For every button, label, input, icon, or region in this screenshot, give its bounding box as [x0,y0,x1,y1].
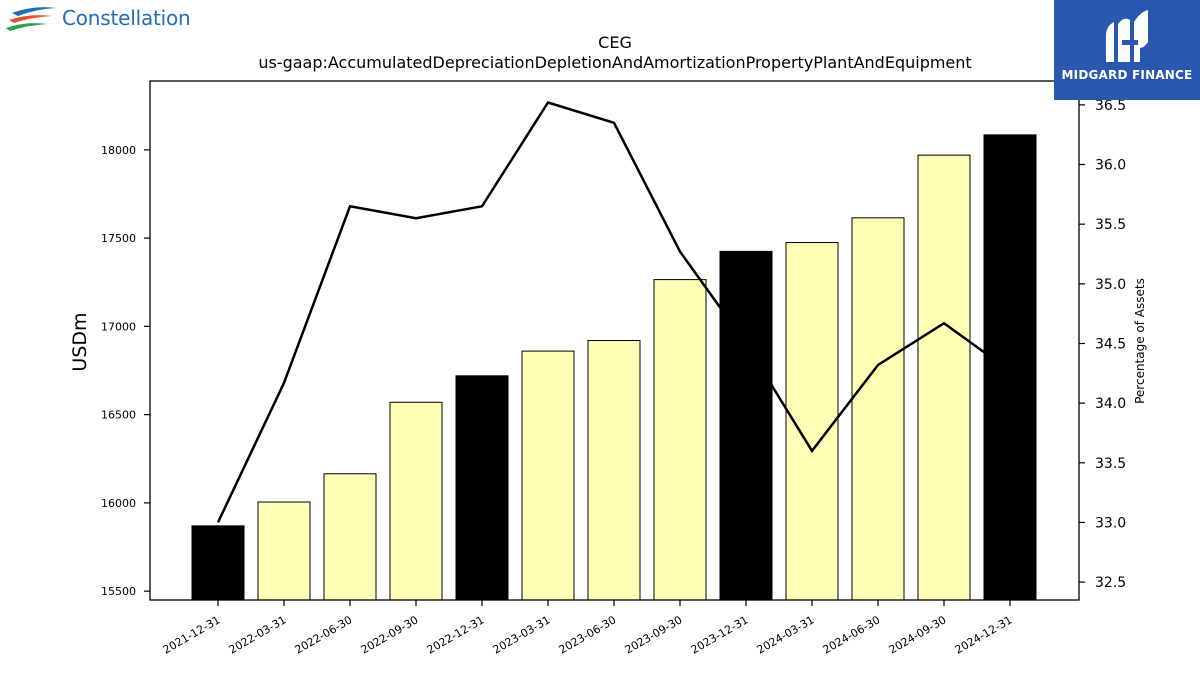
bar [389,401,443,601]
x-tick-label: 2022-09-30 [359,613,421,656]
left-axis-ticks: 15500 16000 16500 17000 17500 18000 [101,144,150,598]
bar [587,340,641,601]
bar [191,525,245,601]
x-tick-label: 2022-06-30 [293,613,355,656]
y-tick-label: 16000 [101,497,136,510]
x-tick-label: 2024-12-31 [953,613,1015,656]
bar [521,350,575,601]
y-tick-label: 17500 [101,232,136,245]
y2-tick-label: 36.0 [1095,158,1126,174]
midgard-emblem-icon [1106,10,1148,63]
y-tick-label: 16500 [101,409,136,422]
y2-tick-label: 32.5 [1095,575,1126,591]
y2-tick-label: 35.5 [1095,217,1126,233]
percentage-line [216,101,1011,523]
bar-series [191,134,1037,601]
x-tick-label: 2023-12-31 [689,613,751,656]
bar [257,501,311,601]
x-tick-label: 2022-12-31 [425,613,487,656]
y-axis-label: USDm [69,312,91,371]
x-tick-label: 2023-03-31 [491,613,553,656]
x-tick-label: 2023-06-30 [557,613,619,656]
bar [653,279,707,601]
chart-title: CEG [598,33,632,52]
chart-subtitle: us-gaap:AccumulatedDepreciationDepletion… [258,53,971,72]
bar [719,250,773,601]
constellation-swoosh-icon [6,7,56,31]
right-axis-ticks: 32.5 33.0 33.5 34.0 34.5 35.0 35.5 36.0 36.5 [1079,98,1126,591]
x-tick-label: 2024-06-30 [821,613,883,656]
y2-tick-label: 34.5 [1095,336,1126,352]
bar [983,134,1037,601]
x-tick-label: 2021-12-31 [161,613,223,656]
y2-tick-label: 36.5 [1095,98,1126,114]
y2-tick-label: 33.0 [1095,515,1126,531]
y-tick-label: 15500 [101,585,136,598]
y-tick-label: 18000 [101,144,136,157]
constellation-logo: Constellation [4,4,191,32]
midgard-finance-wordmark: MIDGARD FINANCE [1061,68,1193,82]
y2-axis-label: Percentage of Assets [1133,278,1147,404]
constellation-wordmark: Constellation [62,6,191,30]
y2-tick-label: 33.5 [1095,456,1126,472]
x-tick-label: 2022-03-31 [227,613,289,656]
y-tick-label: 17000 [101,320,136,333]
x-tick-label: 2023-09-30 [623,613,685,656]
bar [851,217,905,601]
bar [917,154,971,601]
x-tick-label: 2024-03-31 [755,613,817,656]
midgard-finance-logo: MIDGARD FINANCE [1054,0,1200,100]
y2-tick-label: 34.0 [1095,396,1126,412]
bar [455,375,509,601]
x-axis-ticks: 2021-12-31 2022-03-31 2022-06-30 2022-09-30… [161,600,1015,657]
y2-tick-label: 35.0 [1095,277,1126,293]
x-tick-label: 2024-09-30 [887,613,949,656]
bar [323,473,377,601]
